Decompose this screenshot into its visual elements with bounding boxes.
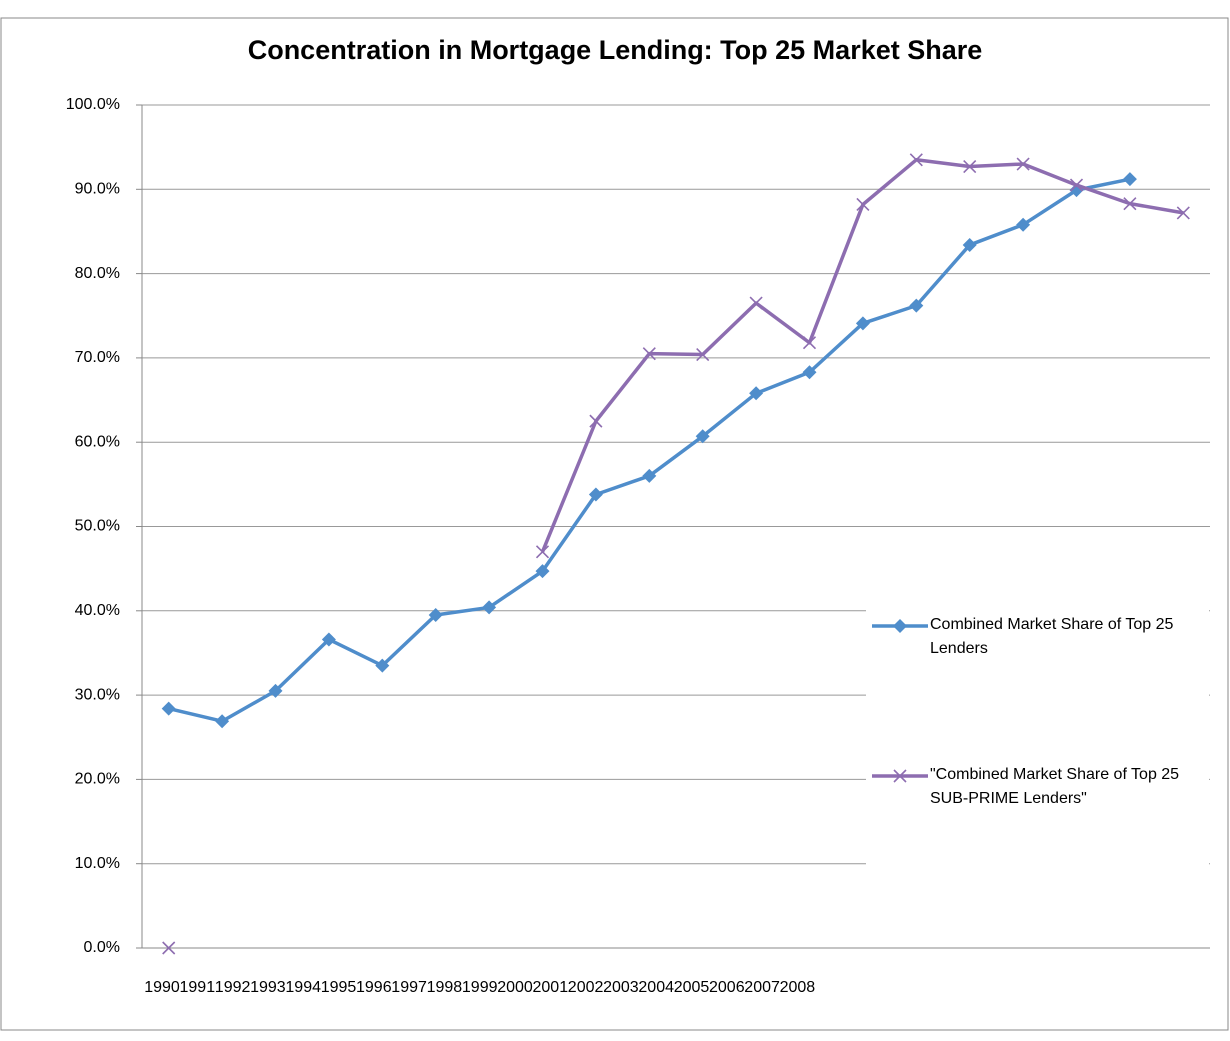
- y-tick-label: 30.0%: [75, 686, 120, 703]
- x-tick-label: 2003: [603, 979, 639, 996]
- x-tick-label: 2002: [568, 979, 604, 996]
- x-tick-label: 1995: [321, 979, 357, 996]
- marker: [695, 429, 710, 444]
- marker: [856, 197, 870, 212]
- marker: [589, 414, 603, 428]
- marker: [1123, 197, 1137, 211]
- x-tick-label: 1990: [144, 979, 180, 996]
- x-tick-label: 2008: [780, 979, 816, 996]
- marker: [428, 608, 443, 623]
- x-tick-label: 2007: [744, 979, 780, 996]
- marker: [1176, 206, 1190, 220]
- marker: [749, 296, 763, 310]
- marker: [749, 386, 764, 401]
- marker: [962, 237, 977, 252]
- marker: [535, 564, 550, 579]
- marker: [909, 298, 924, 313]
- y-tick-label: 0.0%: [84, 939, 120, 956]
- marker: [1016, 157, 1030, 171]
- marker: [1122, 172, 1137, 187]
- marker: [642, 347, 656, 361]
- y-tick-label: 100.0%: [66, 96, 120, 113]
- marker: [802, 336, 817, 350]
- marker: [963, 159, 977, 174]
- y-tick-label: 90.0%: [75, 181, 120, 198]
- x-tick-label: 1993: [250, 979, 286, 996]
- y-tick-label: 70.0%: [75, 349, 120, 366]
- x-tick-label: 1996: [356, 979, 392, 996]
- marker: [642, 468, 657, 483]
- marker: [1016, 217, 1031, 232]
- marker: [535, 545, 550, 559]
- chart-title: Concentration in Mortgage Lending: Top 2…: [248, 35, 983, 65]
- x-tick-label: 1999: [462, 979, 498, 996]
- x-tick-label: 1992: [215, 979, 251, 996]
- marker: [162, 941, 176, 955]
- y-tick-label: 50.0%: [75, 518, 120, 535]
- x-tick-label: 2000: [497, 979, 533, 996]
- marker: [909, 153, 923, 167]
- x-tick-label: 1991: [180, 979, 216, 996]
- marker: [268, 683, 283, 698]
- y-tick-label: 60.0%: [75, 433, 120, 450]
- legend-marker: [893, 769, 907, 783]
- x-tick-label: 1994: [285, 979, 321, 996]
- marker: [588, 487, 603, 502]
- legend-label: Combined Market Share of Top 25 Lenders: [930, 616, 1174, 657]
- marker: [161, 701, 176, 716]
- legend-marker: [893, 619, 907, 633]
- x-tick-label: 1998: [427, 979, 463, 996]
- y-tick-label: 20.0%: [75, 771, 120, 788]
- x-tick-label: 2004: [638, 979, 674, 996]
- legend-box: [866, 598, 1209, 898]
- marker: [215, 714, 230, 729]
- x-tick-label: 2005: [674, 979, 710, 996]
- y-tick-label: 40.0%: [75, 602, 120, 619]
- marker: [802, 365, 817, 380]
- legend-entry: "Combined Market Share of Top 25 SUB-PRI…: [930, 766, 1180, 807]
- marker: [696, 347, 710, 362]
- legend-entry: Combined Market Share of Top 25 Lenders: [930, 616, 1174, 657]
- marker: [482, 600, 497, 615]
- marker: [855, 316, 870, 331]
- x-tick-label: 1997: [391, 979, 427, 996]
- marker: [375, 658, 390, 673]
- y-tick-label: 80.0%: [75, 265, 120, 282]
- legend-label: "Combined Market Share of Top 25 SUB-PRI…: [930, 766, 1180, 807]
- x-tick-label: 2001: [533, 979, 569, 996]
- y-tick-label: 10.0%: [75, 855, 120, 872]
- marker: [1069, 178, 1084, 192]
- x-tick-label: 2006: [709, 979, 745, 996]
- marker: [321, 632, 336, 647]
